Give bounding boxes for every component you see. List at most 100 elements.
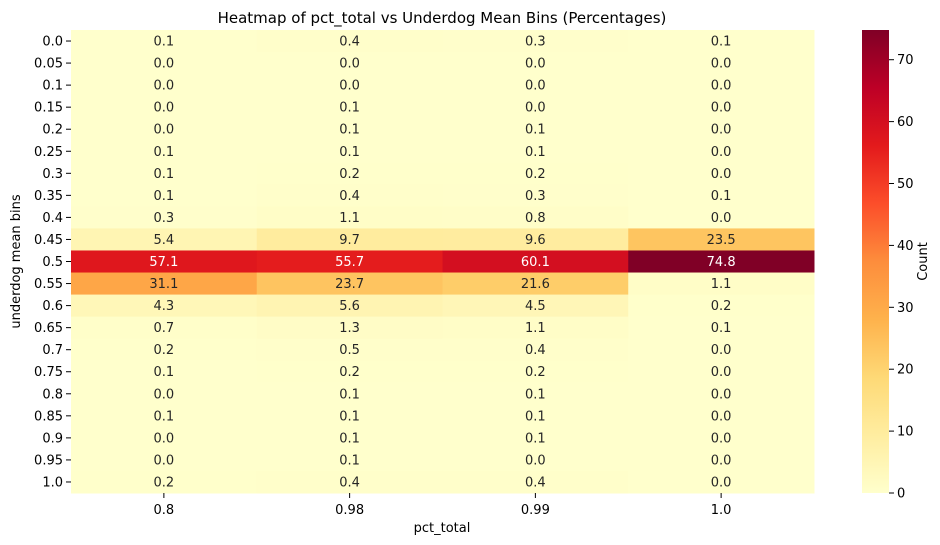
y-tick-label: 0.1 xyxy=(42,79,63,94)
heatmap-cell xyxy=(71,140,258,163)
heatmap-cell xyxy=(256,338,443,362)
cell-value-label: 0.1 xyxy=(525,145,546,160)
heatmap-cell xyxy=(256,426,443,450)
heatmap-cell xyxy=(442,272,629,296)
y-tick-label: 0.25 xyxy=(34,145,63,160)
cell-value-label: 0.3 xyxy=(154,211,175,226)
heatmap-cell xyxy=(442,250,629,274)
cell-value-label: 0.0 xyxy=(525,101,546,116)
x-tick-label: 0.8 xyxy=(154,503,175,518)
y-tick-label: 1.0 xyxy=(42,475,63,490)
heatmap-cell xyxy=(71,162,258,185)
cell-value-label: 0.1 xyxy=(154,35,175,50)
cell-value-label: 0.1 xyxy=(339,145,360,160)
heatmap-cell xyxy=(628,30,815,53)
heatmap-cell xyxy=(628,250,815,274)
y-tick-label: 0.7 xyxy=(42,343,63,358)
heatmap-cell xyxy=(442,382,629,406)
heatmap-cell xyxy=(71,206,258,229)
colorbar-tick-label: 60 xyxy=(897,115,914,130)
cell-value-label: 0.2 xyxy=(525,167,546,182)
heatmap-cell xyxy=(628,426,815,450)
cell-value-label: 0.8 xyxy=(525,211,546,226)
cell-value-label: 0.1 xyxy=(339,387,360,402)
cell-value-label: 0.2 xyxy=(339,167,360,182)
heatmap-cell xyxy=(71,404,258,428)
cell-value-label: 0.1 xyxy=(525,387,546,402)
heatmap-cell xyxy=(442,316,629,340)
heatmap-cell xyxy=(256,162,443,185)
cell-value-label: 0.0 xyxy=(711,409,732,424)
y-tick-label: 0.8 xyxy=(42,387,63,402)
heatmap-cell xyxy=(628,184,815,207)
heatmap-cell xyxy=(256,228,443,251)
heatmap-cell xyxy=(442,360,629,384)
heatmap-cell xyxy=(256,382,443,406)
cell-value-label: 0.4 xyxy=(339,189,360,204)
heatmap-cell xyxy=(442,184,629,207)
heatmap-cell xyxy=(628,404,815,428)
colorbar-tick-label: 50 xyxy=(897,177,914,192)
cell-value-label: 0.4 xyxy=(525,475,546,490)
chart-title: Heatmap of pct_total vs Underdog Mean Bi… xyxy=(218,9,667,28)
cell-value-label: 0.5 xyxy=(339,343,360,358)
cell-value-label: 4.3 xyxy=(154,299,175,314)
y-axis-label: underdog mean bins xyxy=(9,194,24,329)
heatmap-cell xyxy=(71,338,258,362)
heatmap-cell xyxy=(442,74,629,97)
heatmap-cell xyxy=(71,316,258,340)
heatmap-cell xyxy=(442,206,629,229)
heatmap-cell xyxy=(442,118,629,141)
y-tick-label: 0.35 xyxy=(34,189,63,204)
cell-value-label: 0.1 xyxy=(339,123,360,138)
cell-value-label: 0.4 xyxy=(339,475,360,490)
cell-value-label: 31.1 xyxy=(149,277,178,292)
heatmap-cell xyxy=(71,294,258,318)
heatmap-cell xyxy=(442,162,629,185)
cell-value-label: 5.4 xyxy=(154,233,175,248)
cell-value-label: 0.0 xyxy=(525,79,546,94)
heatmap-cell xyxy=(71,118,258,141)
y-tick-label: 0.85 xyxy=(34,409,63,424)
cell-value-label: 0.1 xyxy=(711,189,732,204)
heatmap-cell xyxy=(256,294,443,318)
heatmap-cell xyxy=(71,184,258,207)
y-tick-label: 0.2 xyxy=(42,123,63,138)
heatmap-cells: 0.1 0.4 0.3 0.1 0.0 0.0 0.0 0.0 0.0 0.0 0.0 0.0 0.0 0… xyxy=(71,30,815,494)
cell-value-label: 1.1 xyxy=(339,211,360,226)
cell-value-label: 0.0 xyxy=(525,453,546,468)
heatmap-cell xyxy=(628,118,815,141)
heatmap-cell xyxy=(628,448,815,472)
heatmap-cell xyxy=(442,96,629,119)
heatmap-cell xyxy=(628,206,815,229)
cell-value-label: 0.1 xyxy=(154,409,175,424)
heatmap-cell xyxy=(628,294,815,318)
heatmap-cell xyxy=(71,250,258,274)
heatmap-cell xyxy=(71,382,258,406)
cell-value-label: 0.0 xyxy=(711,101,732,116)
heatmap-cell xyxy=(256,360,443,384)
heatmap-cell xyxy=(256,448,443,472)
heatmap-cell xyxy=(442,294,629,318)
cell-value-label: 0.0 xyxy=(339,57,360,72)
cell-value-label: 0.3 xyxy=(525,35,546,50)
heatmap-cell xyxy=(442,228,629,251)
cell-value-label: 0.2 xyxy=(339,365,360,380)
cell-value-label: 0.0 xyxy=(711,145,732,160)
cell-value-label: 0.0 xyxy=(711,123,732,138)
cell-value-label: 0.7 xyxy=(154,321,175,336)
cell-value-label: 0.0 xyxy=(525,57,546,72)
cell-value-label: 0.0 xyxy=(154,123,175,138)
cell-value-label: 0.0 xyxy=(154,453,175,468)
colorbar-tick-label: 30 xyxy=(897,301,914,316)
heatmap-cell xyxy=(256,272,443,296)
x-tick-label: 1.0 xyxy=(711,503,732,518)
heatmap-cell xyxy=(442,448,629,472)
heatmap-cell xyxy=(256,316,443,340)
cell-value-label: 9.7 xyxy=(339,233,360,248)
cell-value-label: 0.3 xyxy=(525,189,546,204)
colorbar-tick-label: 0 xyxy=(897,487,905,502)
heatmap-cell xyxy=(628,360,815,384)
cell-value-label: 0.1 xyxy=(339,101,360,116)
